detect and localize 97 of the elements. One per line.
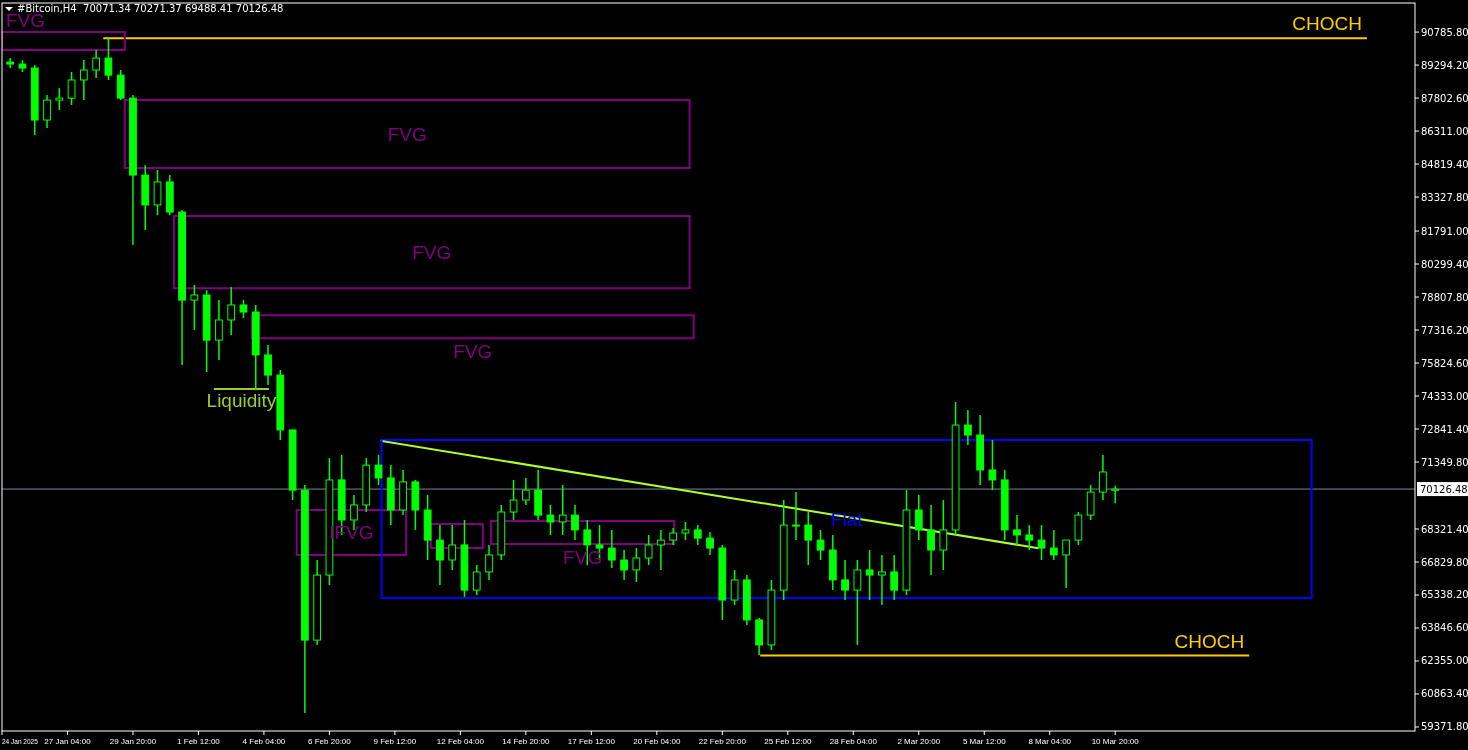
candlestick xyxy=(43,94,51,129)
candlestick xyxy=(1086,484,1095,521)
candlestick xyxy=(865,549,874,601)
y-tick-label: 77316.20 xyxy=(1421,324,1468,336)
candlestick xyxy=(55,87,64,111)
x-tick-label: 28 Feb 04:00 xyxy=(829,737,878,746)
candlestick xyxy=(546,504,555,536)
candlestick xyxy=(190,284,199,331)
candlestick xyxy=(571,504,579,541)
candlestick xyxy=(67,71,76,106)
series-label: FVG xyxy=(453,341,493,363)
candlestick xyxy=(927,504,935,576)
x-tick-label: 5 Mar 12:00 xyxy=(962,737,1007,746)
candlestick xyxy=(521,477,530,506)
y-tick-label: 59371.80 xyxy=(1421,721,1468,733)
candlestick xyxy=(215,299,223,361)
y-tick-label: 78807.80 xyxy=(1421,291,1468,303)
series-label: CHOCH xyxy=(1292,13,1362,35)
x-tick-label: 12 Feb 04:00 xyxy=(436,737,485,746)
y-tick-label: 89294.20 xyxy=(1421,59,1468,71)
y-tick-label: 68321.40 xyxy=(1421,523,1468,535)
x-tick-label: 25 Feb 12:00 xyxy=(764,737,812,746)
x-tick-label: 10 Mar 20:00 xyxy=(1091,737,1140,746)
candlestick xyxy=(804,511,813,566)
candlestick xyxy=(153,169,162,216)
x-tick-label: 1 Feb 12:00 xyxy=(177,737,221,746)
candlestick xyxy=(853,559,862,646)
candlestick xyxy=(914,494,923,541)
candlestick xyxy=(227,286,236,336)
x-tick-label: 9 Feb 12:00 xyxy=(373,737,417,746)
y-tick-label: 80299.40 xyxy=(1421,258,1468,270)
candlestick xyxy=(1062,539,1070,589)
x-tick-label: 20 Feb 04:00 xyxy=(633,737,681,746)
y-tick-label: 83327.80 xyxy=(1421,191,1468,203)
candlestick xyxy=(607,529,616,569)
x-tick-label: 8 Mar 04:00 xyxy=(1028,737,1072,746)
candlestick xyxy=(706,531,714,556)
series-label: FVG xyxy=(412,242,452,264)
candlestick xyxy=(890,554,899,601)
candlestick xyxy=(730,569,739,606)
candlestick xyxy=(1049,529,1058,561)
y-tick-label: 75824.60 xyxy=(1421,357,1468,369)
y-tick-label: 87802.60 xyxy=(1421,92,1468,104)
ref-line-label: 70126.48 xyxy=(1420,483,1468,495)
candlestick xyxy=(693,524,702,546)
y-tick-label: 86311.00 xyxy=(1421,125,1468,137)
candlestick xyxy=(509,479,518,521)
y-tick-label: 63846.60 xyxy=(1421,622,1468,634)
y-tick-label: 74333.00 xyxy=(1421,390,1468,402)
candlestick xyxy=(939,499,948,571)
candlestick xyxy=(988,439,997,491)
x-tick-label: 27 Jan 04:00 xyxy=(44,737,92,746)
candlestick xyxy=(264,344,272,386)
candlestick xyxy=(116,69,125,101)
y-tick-label: 81791.00 xyxy=(1421,225,1468,237)
y-tick-label: 66829.80 xyxy=(1421,556,1468,568)
candlestick xyxy=(620,549,628,581)
candlestick xyxy=(681,521,690,541)
candlestick xyxy=(448,524,457,571)
candlestick xyxy=(472,564,481,596)
series-label: Liquidity xyxy=(206,390,277,412)
y-tick-label: 72841.40 xyxy=(1421,423,1468,435)
candlestick xyxy=(92,49,101,79)
candlestick xyxy=(657,529,665,571)
candlestick xyxy=(1025,524,1034,551)
candlestick xyxy=(816,529,825,561)
candlestick xyxy=(878,554,886,606)
x-tick-label: 17 Feb 12:00 xyxy=(567,737,616,746)
y-tick-label: 65338.20 xyxy=(1421,589,1468,601)
candlestick xyxy=(485,544,493,581)
candlestick xyxy=(436,524,444,586)
candlestick xyxy=(644,534,653,566)
y-tick-label: 60863.40 xyxy=(1421,688,1468,700)
candlestick xyxy=(558,484,567,536)
y-tick-label: 90785.80 xyxy=(1421,26,1468,38)
y-tick-label: 62355.00 xyxy=(1421,655,1468,667)
x-tick-label: 4 Feb 04:00 xyxy=(242,737,286,746)
x-tick-label: 29 Jan 20:00 xyxy=(109,737,157,746)
y-tick-label: 71349.80 xyxy=(1421,456,1468,468)
x-tick-label: 22 Feb 20:00 xyxy=(698,737,747,746)
y-tick-label: 84819.40 xyxy=(1421,158,1468,170)
candlestick xyxy=(1099,454,1107,501)
candlestick xyxy=(964,409,972,446)
candlestick xyxy=(79,59,88,101)
x-tick-label: 14 Feb 20:00 xyxy=(502,737,550,746)
x-tick-label: 6 Feb 20:00 xyxy=(308,737,352,746)
series-label: FVG xyxy=(387,124,427,146)
candlestick xyxy=(1111,485,1120,504)
x-tick-label: 2 Mar 20:00 xyxy=(897,737,941,746)
candlestick xyxy=(1037,524,1046,561)
candlestick xyxy=(1013,514,1021,546)
candlestick xyxy=(841,559,849,601)
candlestick xyxy=(792,491,800,541)
candlestick xyxy=(104,37,113,81)
candlestick xyxy=(374,454,383,486)
candlestick xyxy=(632,547,641,583)
series-label: CHOCH xyxy=(1174,630,1245,652)
